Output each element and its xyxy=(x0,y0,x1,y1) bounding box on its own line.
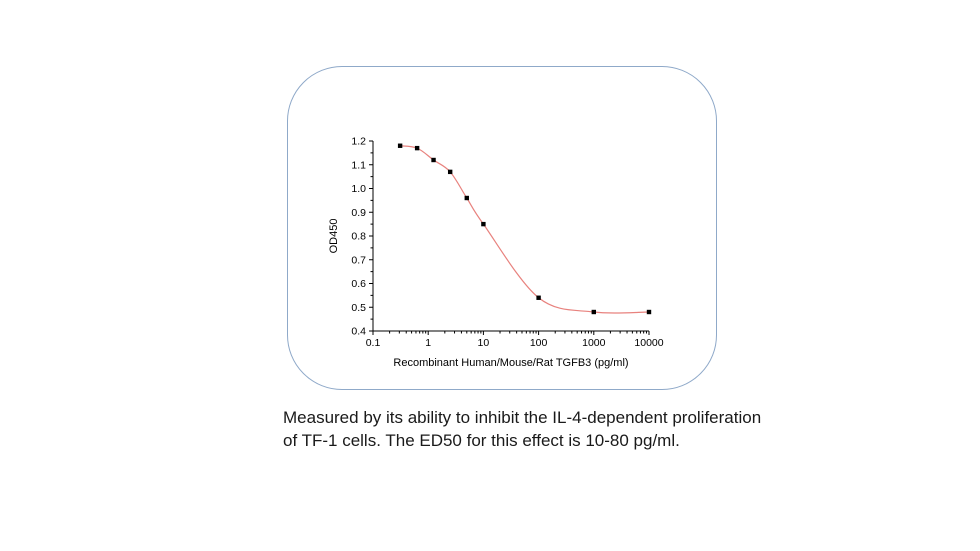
data-point-marker xyxy=(447,169,453,175)
data-points xyxy=(397,143,652,315)
assay-description: Measured by its ability to inhibit the I… xyxy=(283,406,803,453)
chart-panel: 0.4 0.5 0.6 0.7 0.8 0.9 1.0 1.1 1.2 0.1 1 10 100 1000… xyxy=(287,66,717,390)
x-axis-label: Recombinant Human/Mouse/Rat TGFB3 (pg/ml… xyxy=(393,357,628,369)
x-tick-label: 0.1 xyxy=(366,337,381,349)
dose-response-chart: 0.4 0.5 0.6 0.7 0.8 0.9 1.0 1.1 1.2 0.1 1 10 100 1000… xyxy=(328,136,664,370)
assay-description-line-2: of TF-1 cells. The ED50 for this effect … xyxy=(283,431,680,451)
y-tick-label: 0.8 xyxy=(351,231,366,243)
data-point-marker xyxy=(464,195,469,201)
axis-ticks xyxy=(369,140,650,335)
fit-curve xyxy=(400,145,650,314)
tick-labels: 0.4 0.5 0.6 0.7 0.8 0.9 1.0 1.1 1.2 0.1 1 10 100 1000… xyxy=(351,136,663,350)
data-point-marker xyxy=(536,295,541,300)
y-tick-label: 0.6 xyxy=(351,278,366,290)
x-tick-label: 10 xyxy=(478,337,490,349)
assay-description-line-1: Measured by its ability to inhibit the I… xyxy=(283,408,762,427)
y-tick-label: 1.0 xyxy=(351,183,366,195)
axes xyxy=(372,141,649,332)
data-point-marker xyxy=(414,145,420,151)
x-tick-label: 100 xyxy=(530,337,548,349)
x-tick-label: 1000 xyxy=(582,337,606,349)
data-point-marker xyxy=(591,309,596,315)
data-point-marker xyxy=(397,143,403,148)
data-point-marker xyxy=(646,309,652,315)
y-tick-label: 1.1 xyxy=(351,159,366,171)
y-tick-label: 0.5 xyxy=(351,302,366,314)
y-tick-label: 0.9 xyxy=(351,207,366,219)
y-axis-label: OD450 xyxy=(328,219,340,254)
x-tick-label: 10000 xyxy=(634,337,663,349)
y-tick-label: 0.4 xyxy=(351,326,366,338)
y-tick-label: 1.2 xyxy=(351,136,366,148)
y-tick-label: 0.7 xyxy=(351,254,366,266)
x-tick-label: 1 xyxy=(425,337,431,349)
data-point-marker xyxy=(481,221,486,227)
data-point-marker xyxy=(431,157,436,163)
